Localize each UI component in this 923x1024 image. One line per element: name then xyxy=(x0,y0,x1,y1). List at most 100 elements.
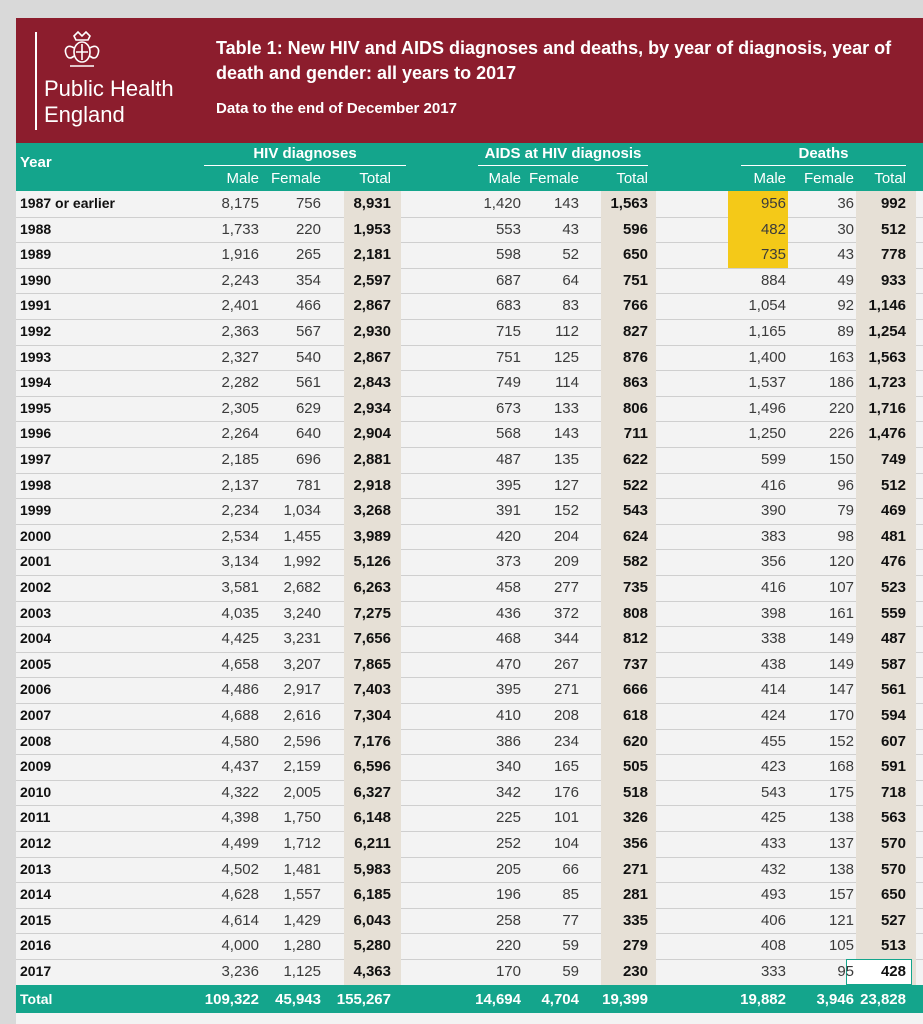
value-cell[interactable]: 373 xyxy=(495,553,521,571)
value-cell[interactable]: 956 xyxy=(760,195,786,212)
value-cell[interactable]: 398 xyxy=(760,604,786,622)
value-cell[interactable]: 85 xyxy=(562,886,579,904)
total-cell[interactable]: 513 xyxy=(880,937,906,955)
value-cell[interactable]: 3,231 xyxy=(283,630,321,648)
value-cell[interactable]: 43 xyxy=(837,246,854,264)
value-cell[interactable]: 220 xyxy=(828,399,854,417)
value-cell[interactable]: 342 xyxy=(495,783,521,801)
total-cell[interactable]: 512 xyxy=(880,476,906,494)
total-value-cell[interactable]: 23,828 xyxy=(860,990,906,1008)
total-cell[interactable]: 582 xyxy=(622,553,648,571)
value-cell[interactable]: 92 xyxy=(837,297,854,315)
total-value-cell[interactable]: 19,399 xyxy=(602,990,648,1008)
value-cell[interactable]: 2,185 xyxy=(221,451,259,468)
value-cell[interactable]: 424 xyxy=(760,707,786,724)
value-cell[interactable]: 170 xyxy=(495,963,521,980)
value-cell[interactable]: 163 xyxy=(828,348,854,366)
value-cell[interactable]: 1,992 xyxy=(283,553,321,571)
value-cell[interactable]: 543 xyxy=(760,783,786,801)
value-cell[interactable]: 150 xyxy=(828,451,854,468)
value-cell[interactable]: 127 xyxy=(553,476,579,494)
total-cell[interactable]: 622 xyxy=(622,451,648,468)
total-cell[interactable]: 7,403 xyxy=(353,681,391,699)
total-cell[interactable]: 2,918 xyxy=(353,476,391,494)
total-row[interactable]: Total 109,322 45,943 155,267 14,694 4,704 19,3… xyxy=(16,984,923,1013)
value-cell[interactable]: 125 xyxy=(553,348,579,366)
total-cell[interactable]: 487 xyxy=(880,630,906,648)
value-cell[interactable]: 95 xyxy=(837,963,854,980)
value-cell[interactable]: 4,688 xyxy=(221,707,259,724)
value-cell[interactable]: 436 xyxy=(495,604,521,622)
total-cell[interactable]: 711 xyxy=(623,425,648,443)
value-cell[interactable]: 414 xyxy=(760,681,786,699)
total-cell[interactable]: 356 xyxy=(622,835,648,852)
total-cell[interactable]: 5,983 xyxy=(353,860,391,878)
total-cell[interactable]: 806 xyxy=(622,399,648,417)
value-cell[interactable]: 4,628 xyxy=(221,886,259,904)
value-cell[interactable]: 1,125 xyxy=(283,963,321,980)
value-cell[interactable]: 258 xyxy=(495,911,521,929)
value-cell[interactable]: 4,000 xyxy=(221,937,259,955)
total-cell[interactable]: 7,275 xyxy=(353,604,391,622)
value-cell[interactable]: 226 xyxy=(828,425,854,443)
total-cell[interactable]: 428 xyxy=(880,963,906,980)
total-cell[interactable]: 749 xyxy=(880,451,906,468)
value-cell[interactable]: 406 xyxy=(760,911,786,929)
value-cell[interactable]: 176 xyxy=(553,783,579,801)
value-cell[interactable]: 8,175 xyxy=(221,195,259,212)
total-value-cell[interactable]: 3,946 xyxy=(816,990,854,1008)
table-row[interactable]: 1990 2,243 354 2,597 687 64 751 884 49 933 xyxy=(16,267,923,295)
value-cell[interactable]: 735 xyxy=(760,246,786,264)
value-cell[interactable]: 673 xyxy=(495,399,521,417)
value-cell[interactable]: 277 xyxy=(553,579,579,596)
value-cell[interactable]: 1,280 xyxy=(283,937,321,955)
value-cell[interactable]: 458 xyxy=(495,579,521,596)
value-cell[interactable]: 265 xyxy=(295,246,321,264)
value-cell[interactable]: 52 xyxy=(562,246,579,264)
table-row[interactable]: 2012 4,499 1,712 6,211 252 104 356 433 137 570 xyxy=(16,831,923,858)
total-cell[interactable]: 2,934 xyxy=(353,399,391,417)
table-row[interactable]: 2011 4,398 1,750 6,148 225 101 326 425 138 563 xyxy=(16,805,923,832)
total-cell[interactable]: 751 xyxy=(622,271,648,289)
year-cell[interactable]: 1999 xyxy=(20,502,52,519)
value-cell[interactable]: 1,054 xyxy=(748,297,786,315)
value-cell[interactable]: 2,616 xyxy=(283,707,321,724)
value-cell[interactable]: 149 xyxy=(828,630,854,648)
value-cell[interactable]: 540 xyxy=(295,348,321,366)
year-cell[interactable]: 2016 xyxy=(20,937,52,954)
value-cell[interactable]: 77 xyxy=(562,911,579,929)
value-cell[interactable]: 98 xyxy=(837,527,854,545)
value-cell[interactable]: 152 xyxy=(553,502,579,520)
value-cell[interactable]: 884 xyxy=(760,271,786,289)
value-cell[interactable]: 2,234 xyxy=(221,502,259,520)
total-value-cell[interactable]: 19,882 xyxy=(740,990,786,1008)
value-cell[interactable]: 468 xyxy=(495,630,521,648)
total-cell[interactable]: 827 xyxy=(622,323,648,340)
value-cell[interactable]: 567 xyxy=(295,323,321,340)
total-cell[interactable]: 6,148 xyxy=(353,809,391,827)
table-row[interactable]: 2007 4,688 2,616 7,304 410 208 618 424 170 594 xyxy=(16,703,923,730)
value-cell[interactable]: 152 xyxy=(828,732,854,750)
value-cell[interactable]: 4,398 xyxy=(221,809,259,827)
year-cell[interactable]: 1998 xyxy=(20,476,52,493)
total-cell[interactable]: 6,185 xyxy=(353,886,391,904)
table-row[interactable]: 2016 4,000 1,280 5,280 220 59 279 408 105 513 xyxy=(16,933,923,960)
total-cell[interactable]: 863 xyxy=(622,374,648,392)
total-cell[interactable]: 778 xyxy=(880,246,906,264)
value-cell[interactable]: 1,429 xyxy=(283,911,321,929)
total-cell[interactable]: 6,327 xyxy=(353,783,391,801)
year-cell[interactable]: 1987 or earlier xyxy=(20,195,115,211)
value-cell[interactable]: 4,322 xyxy=(221,783,259,801)
value-cell[interactable]: 2,264 xyxy=(221,425,259,443)
total-cell[interactable]: 587 xyxy=(880,655,906,673)
total-cell[interactable]: 481 xyxy=(880,527,906,545)
value-cell[interactable]: 143 xyxy=(553,195,579,212)
value-cell[interactable]: 408 xyxy=(760,937,786,955)
total-cell[interactable]: 570 xyxy=(880,835,906,852)
value-cell[interactable]: 1,250 xyxy=(748,425,786,443)
total-cell[interactable]: 543 xyxy=(622,502,648,520)
year-cell[interactable]: 1992 xyxy=(20,323,52,339)
value-cell[interactable]: 354 xyxy=(295,271,321,289)
total-cell[interactable]: 666 xyxy=(622,681,648,699)
total-cell[interactable]: 2,843 xyxy=(353,374,391,392)
